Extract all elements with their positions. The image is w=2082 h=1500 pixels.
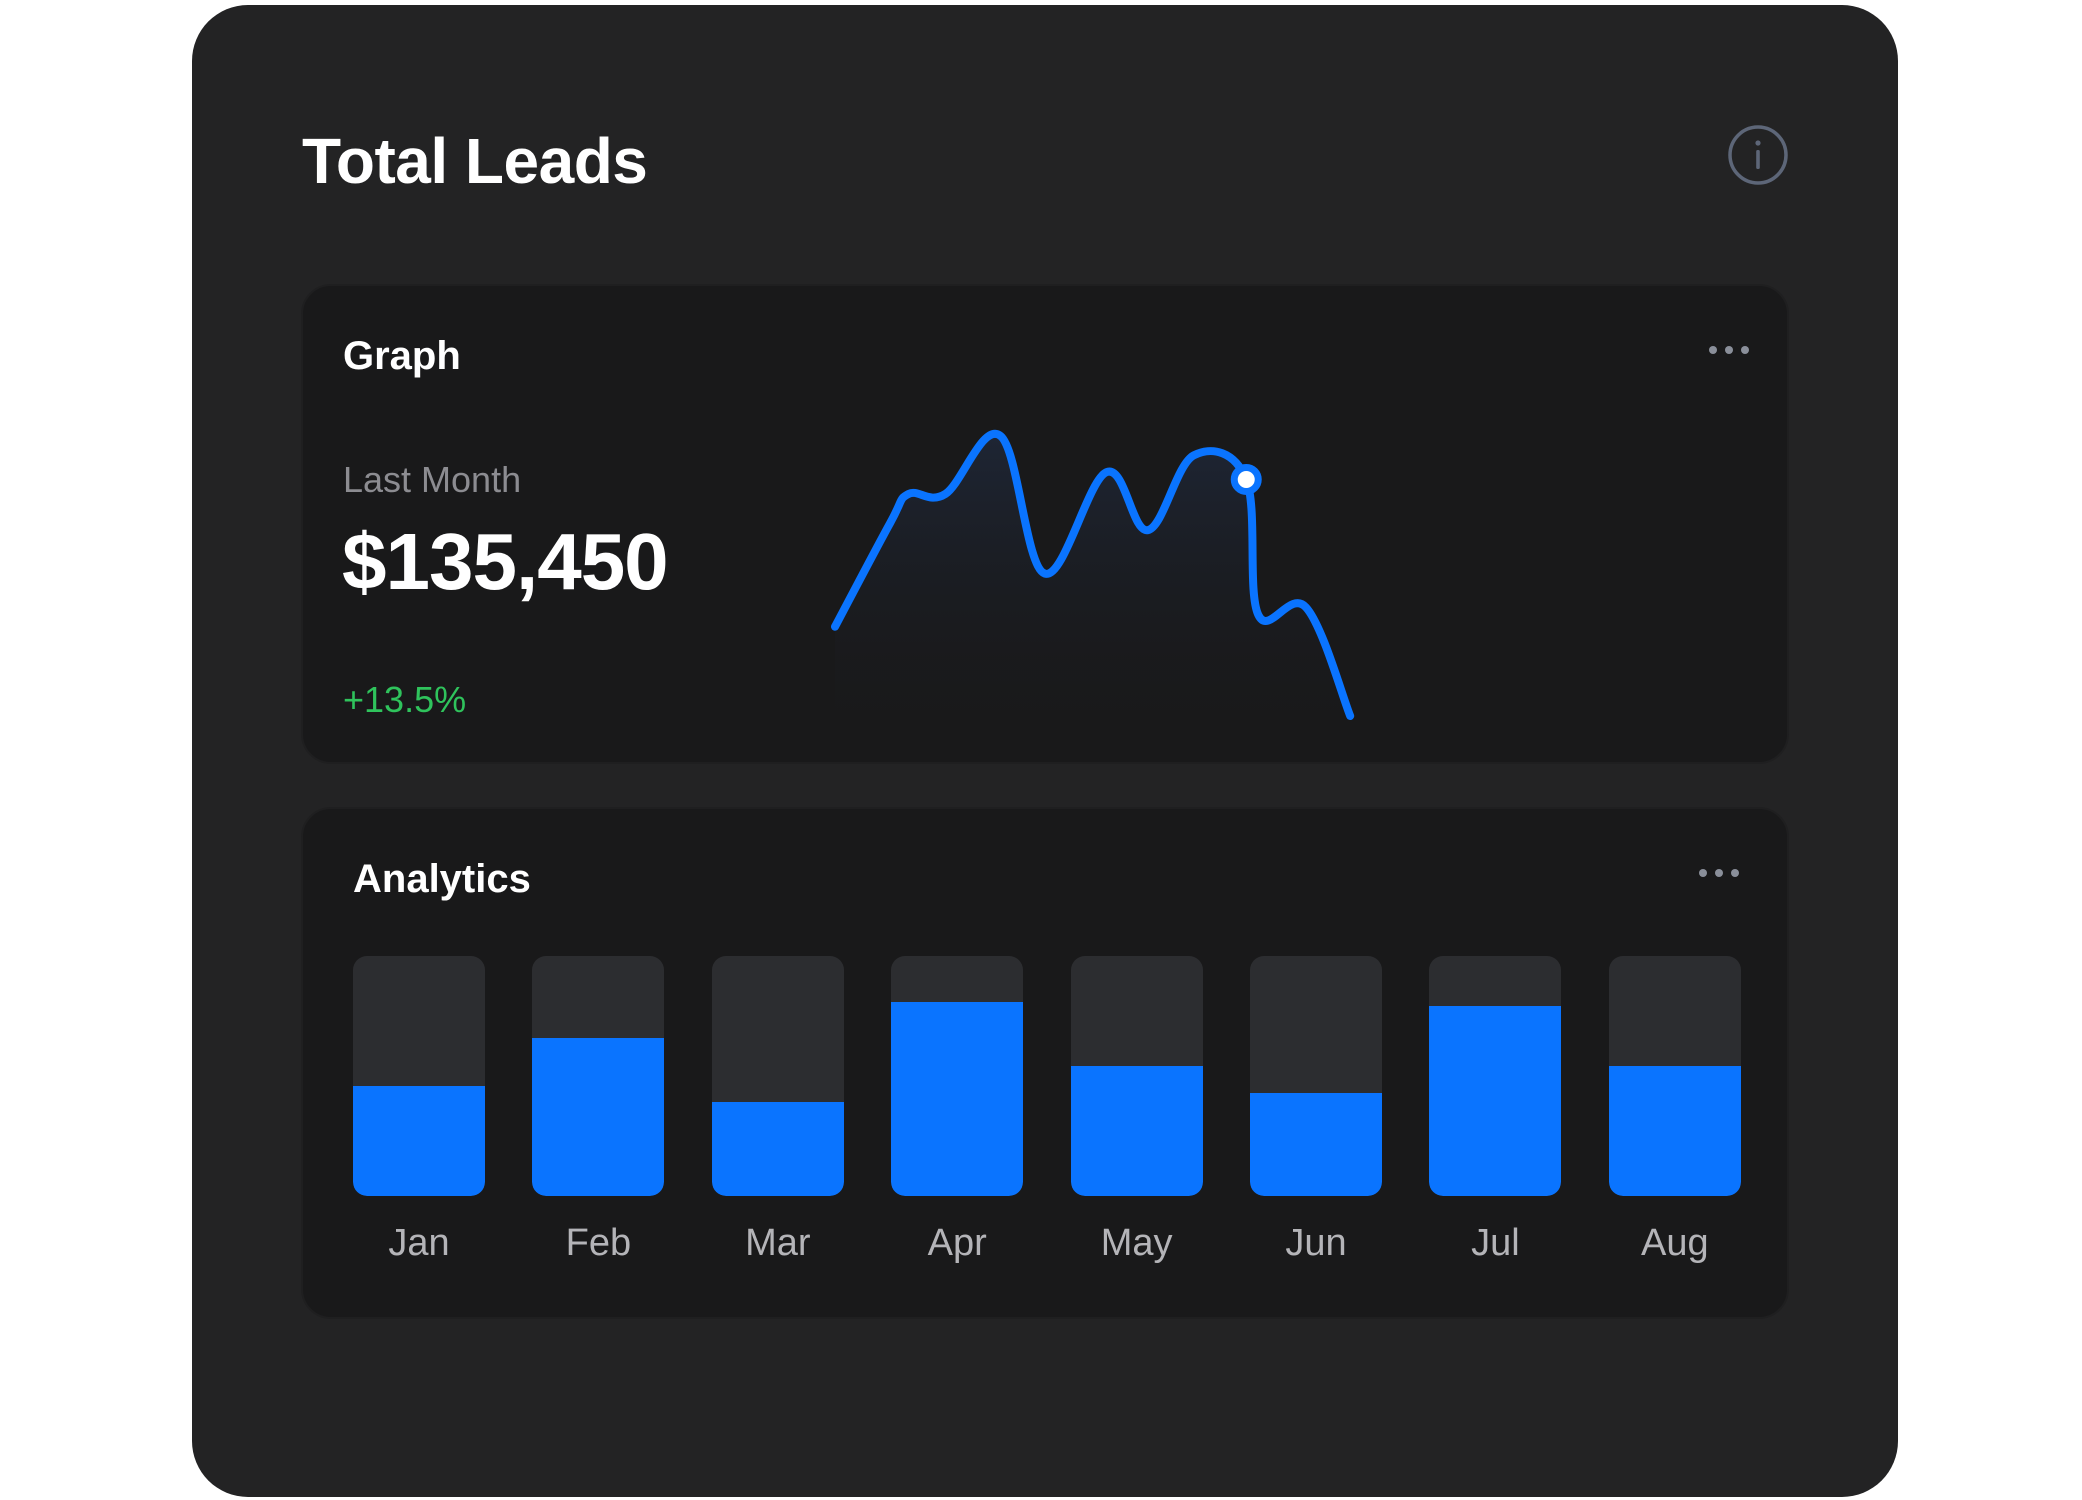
graph-more-button[interactable] xyxy=(1699,338,1759,362)
total-value: $135,450 xyxy=(342,517,669,606)
bar-track-may[interactable] xyxy=(1070,956,1203,1196)
more-horizontal-icon xyxy=(1709,346,1749,354)
bar-label-jan: Jan xyxy=(388,1222,450,1264)
bar-track-feb[interactable] xyxy=(532,956,665,1196)
line-chart-series xyxy=(831,429,1355,720)
line-chart-area xyxy=(835,433,1351,756)
bar-label-jul: Jul xyxy=(1471,1222,1520,1264)
bar-track-mar[interactable] xyxy=(711,956,844,1196)
period-label: Last Month xyxy=(343,459,522,500)
total-leads-widget: Total Leads Graph Last Month $135,450 +1… xyxy=(192,5,1898,1497)
bar-may xyxy=(1070,1066,1203,1196)
line-chart xyxy=(831,429,1355,756)
bar-label-aug: Aug xyxy=(1640,1222,1709,1264)
bar-track-jan[interactable] xyxy=(353,956,485,1196)
analytics-card: Analytics Jan Feb Mar Apr May Jun Jul Aug xyxy=(301,807,1789,1319)
bar-jul xyxy=(1429,1006,1562,1196)
widget-title: Total Leads xyxy=(302,125,648,197)
bar-jan xyxy=(353,1085,485,1196)
analytics-card-title: Analytics xyxy=(353,857,531,901)
info-icon xyxy=(1728,125,1788,185)
graph-card: Graph Last Month $135,450 +13.5% xyxy=(301,284,1789,764)
bar-label-feb: Feb xyxy=(565,1222,632,1264)
bar-label-jun: Jun xyxy=(1285,1222,1347,1264)
bar-apr xyxy=(891,1001,1024,1196)
bar-label-mar: Mar xyxy=(745,1222,811,1264)
line-chart-highlight-point[interactable] xyxy=(1230,463,1262,495)
bar-mar xyxy=(711,1102,844,1196)
more-horizontal-icon xyxy=(1699,869,1739,877)
bar-label-apr: Apr xyxy=(927,1222,987,1264)
bar-track-aug[interactable] xyxy=(1608,956,1741,1196)
graph-card-title: Graph xyxy=(343,334,461,378)
bar-track-apr[interactable] xyxy=(891,956,1024,1196)
bar-feb xyxy=(532,1037,665,1196)
change-percentage: +13.5% xyxy=(343,679,467,720)
bar-label-may: May xyxy=(1100,1222,1173,1264)
analytics-more-button[interactable] xyxy=(1689,861,1749,885)
bar-track-jun[interactable] xyxy=(1250,956,1382,1196)
bar-aug xyxy=(1608,1066,1741,1196)
info-button[interactable] xyxy=(1727,124,1789,186)
bar-jun xyxy=(1250,1092,1382,1196)
bar-track-jul[interactable] xyxy=(1429,956,1562,1196)
